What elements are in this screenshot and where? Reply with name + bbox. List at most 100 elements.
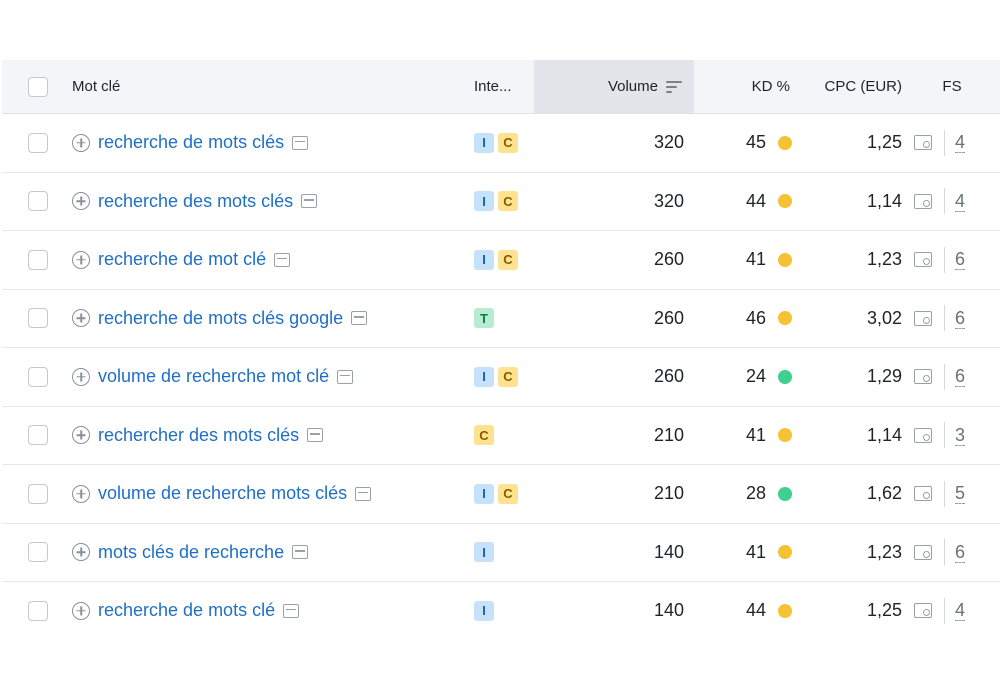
kd-cell: 41 xyxy=(702,524,802,582)
serp-preview-icon[interactable] xyxy=(292,545,309,560)
kd-difficulty-dot xyxy=(778,311,792,326)
fs-cell: 6 xyxy=(914,348,1000,406)
add-to-list-icon[interactable] xyxy=(72,367,90,386)
keyword-link[interactable]: recherche de mots clé xyxy=(98,600,276,621)
serp-preview-icon[interactable] xyxy=(351,311,368,326)
header-volume[interactable]: Volume xyxy=(534,60,694,113)
fs-count[interactable]: 4 xyxy=(955,190,966,212)
fs-count[interactable]: 6 xyxy=(955,249,966,271)
row-checkbox[interactable] xyxy=(28,483,48,504)
volume-value: 320 xyxy=(653,132,684,153)
kd-value: 46 xyxy=(745,307,766,328)
cpc-value: 1,23 xyxy=(866,541,902,562)
serp-preview-icon[interactable] xyxy=(283,603,300,618)
add-to-list-icon[interactable] xyxy=(72,484,90,503)
keyword-cell: volume de recherche mots clés xyxy=(72,465,462,523)
volume-value: 210 xyxy=(653,424,684,445)
keyword-cell: recherche des mots clés xyxy=(72,173,462,231)
serp-features-icon[interactable] xyxy=(914,369,932,385)
row-checkbox[interactable] xyxy=(28,191,48,212)
row-checkbox-cell xyxy=(28,290,48,348)
fs-cell: 6 xyxy=(914,290,1000,348)
serp-features-icon[interactable] xyxy=(914,486,932,502)
fs-cell: 5 xyxy=(914,465,1000,523)
add-to-list-icon[interactable] xyxy=(72,426,90,445)
cpc-cell: 1,25 xyxy=(802,114,902,172)
serp-features-icon[interactable] xyxy=(914,427,932,443)
add-to-list-icon[interactable] xyxy=(72,601,90,620)
serp-preview-icon[interactable] xyxy=(274,252,291,267)
keyword-cell: recherche de mots clés xyxy=(72,114,462,172)
row-checkbox[interactable] xyxy=(28,308,48,329)
keyword-link[interactable]: recherche de mots clés google xyxy=(98,307,344,328)
row-checkbox[interactable] xyxy=(28,132,48,153)
row-checkbox[interactable] xyxy=(28,542,48,563)
row-checkbox-cell xyxy=(28,231,48,289)
keyword-link[interactable]: volume de recherche mot clé xyxy=(98,366,330,387)
header-keyword[interactable]: Mot clé xyxy=(72,78,121,95)
keyword-link[interactable]: rechercher des mots clés xyxy=(98,424,300,445)
serp-preview-icon[interactable] xyxy=(292,135,309,150)
fs-count[interactable]: 6 xyxy=(955,307,966,329)
keyword-link[interactable]: recherche de mot clé xyxy=(98,249,267,270)
fs-count[interactable]: 3 xyxy=(955,424,966,446)
keyword-link[interactable]: mots clés de recherche xyxy=(98,541,285,562)
add-to-list-icon[interactable] xyxy=(72,133,90,152)
serp-features-icon[interactable] xyxy=(914,193,932,209)
select-all-checkbox[interactable] xyxy=(28,76,48,97)
fs-count[interactable]: 6 xyxy=(955,541,966,563)
kd-cell: 28 xyxy=(702,465,802,523)
keyword-cell: mots clés de recherche xyxy=(72,524,462,582)
row-checkbox[interactable] xyxy=(28,366,48,387)
serp-features-icon[interactable] xyxy=(914,310,932,326)
fs-count[interactable]: 6 xyxy=(955,366,966,388)
serp-features-icon[interactable] xyxy=(914,252,932,268)
fs-count[interactable]: 4 xyxy=(955,600,966,622)
keyword-link[interactable]: recherche de mots clés xyxy=(98,132,285,153)
keyword-link[interactable]: volume de recherche mots clés xyxy=(98,483,348,504)
serp-features-icon[interactable] xyxy=(914,603,932,619)
row-checkbox[interactable] xyxy=(28,425,48,446)
fs-cell: 4 xyxy=(914,114,1000,172)
row-checkbox-cell xyxy=(28,524,48,582)
kd-cell: 41 xyxy=(702,407,802,465)
header-intent[interactable]: Inte... xyxy=(474,78,512,95)
serp-features-icon[interactable] xyxy=(914,544,932,560)
header-cpc[interactable]: CPC (EUR) xyxy=(824,78,903,95)
header-fs[interactable]: FS xyxy=(942,78,962,95)
cpc-value: 3,02 xyxy=(866,307,902,328)
row-checkbox[interactable] xyxy=(28,249,48,270)
serp-preview-icon[interactable] xyxy=(307,428,324,443)
intent-badge: I xyxy=(474,542,494,563)
kd-difficulty-dot xyxy=(778,252,792,267)
keyword-link[interactable]: recherche des mots clés xyxy=(98,190,294,211)
add-to-list-icon[interactable] xyxy=(72,192,90,211)
sort-descending-icon[interactable] xyxy=(666,80,682,93)
header-kd[interactable]: KD % xyxy=(751,78,790,95)
fs-divider xyxy=(944,188,945,215)
serp-preview-icon[interactable] xyxy=(337,369,354,384)
volume-cell: 320 xyxy=(534,114,694,172)
fs-cell: 6 xyxy=(914,524,1000,582)
fs-count[interactable]: 5 xyxy=(955,483,966,505)
intent-badge: T xyxy=(474,308,494,329)
row-checkbox[interactable] xyxy=(28,600,48,621)
add-to-list-icon[interactable] xyxy=(72,543,90,562)
keyword-cell: recherche de mots clés google xyxy=(72,290,462,348)
row-checkbox-cell xyxy=(28,348,48,406)
fs-count[interactable]: 4 xyxy=(955,132,966,154)
serp-preview-icon[interactable] xyxy=(301,194,318,209)
add-to-list-icon[interactable] xyxy=(72,309,90,328)
select-all-cell xyxy=(28,60,48,113)
intent-badge: C xyxy=(498,366,518,387)
fs-divider xyxy=(944,129,945,156)
cpc-cell: 1,23 xyxy=(802,524,902,582)
volume-cell: 210 xyxy=(534,407,694,465)
serp-features-icon[interactable] xyxy=(914,135,932,151)
add-to-list-icon[interactable] xyxy=(72,250,90,269)
serp-preview-icon[interactable] xyxy=(355,486,372,501)
